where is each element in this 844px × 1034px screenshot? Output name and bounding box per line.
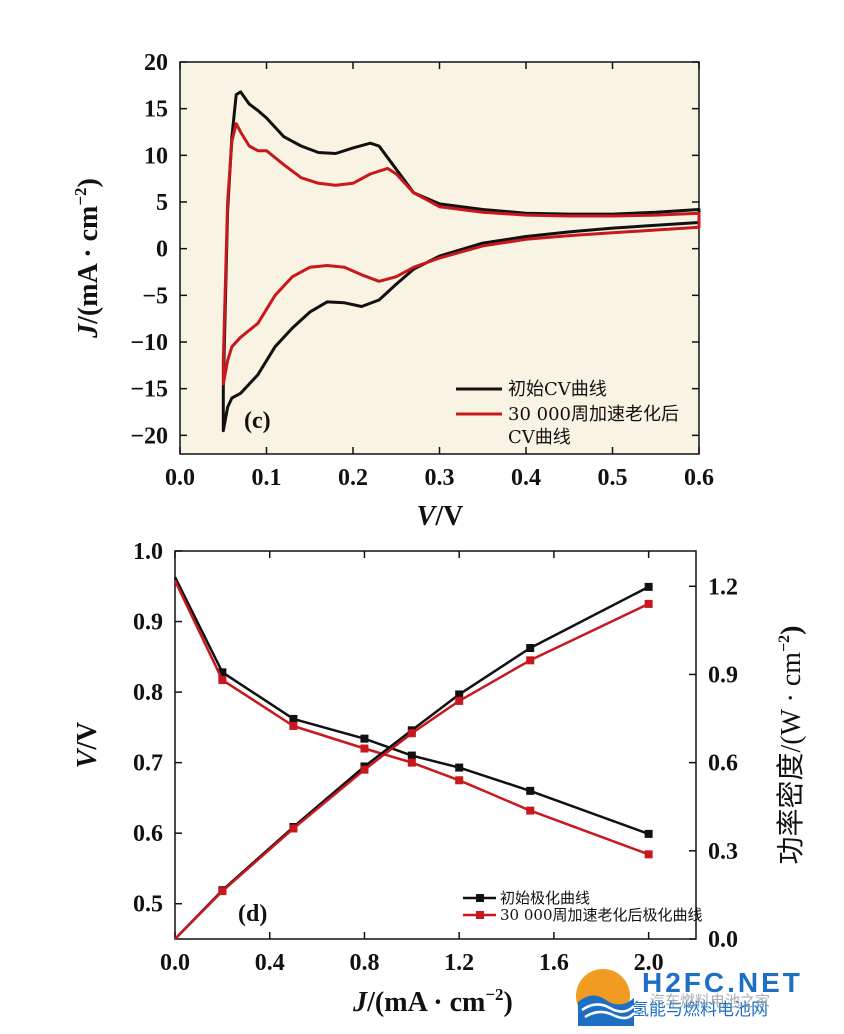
pol-left-y-tick-label: 0.5 — [133, 892, 163, 918]
pol-x-tick-label: 2.0 — [634, 950, 664, 976]
cv-legend-label-aged-cont: CV曲线 — [508, 427, 571, 448]
pol-left-y-tick-label: 0.9 — [133, 610, 163, 636]
cv-series — [221, 90, 701, 433]
pol-right-y-axis-label: 功率密度/(W · cm−2) — [775, 625, 807, 864]
pol-point-initial-voltage — [526, 786, 535, 795]
watermark-logo-icon — [576, 969, 635, 1026]
polarization-chart: 0.0 0.4 0.8 1.2 1.6 2.0 0.5 0.6 0.7 0.8 0.9 1.0 0.0 0… — [72, 539, 807, 1018]
pol-left-y-tick-label: 0.6 — [133, 821, 163, 847]
pol-point-initial-power — [526, 644, 535, 652]
pol-series-aged-power-line — [174, 602, 650, 940]
pol-right-y-tick-label: 0.6 — [708, 751, 738, 777]
pol-left-y-axis-label: V/V — [72, 722, 103, 769]
pol-point-aged-power — [644, 599, 653, 608]
pol-point-aged-power — [407, 729, 416, 738]
pol-x-axis-label: J/(mA · cm−2) — [352, 985, 513, 1018]
pol-point-initial-voltage — [407, 751, 416, 760]
pol-point-aged-power — [218, 887, 227, 896]
pol-plot-area — [174, 550, 697, 940]
pol-ticks: 0.0 0.4 0.8 1.2 1.6 2.0 0.5 0.6 0.7 0.8 0.9 1.0 0.0 0… — [133, 539, 738, 976]
cv-y-tick-label: −15 — [130, 377, 168, 403]
cv-x-tick-label: 0.0 — [165, 465, 195, 491]
cv-y-tick-label: −5 — [142, 283, 168, 309]
pol-panel-label: (d) — [238, 901, 267, 927]
pol-point-aged-voltage — [455, 776, 464, 785]
pol-point-aged-voltage — [289, 721, 298, 730]
cv-series-initial-line — [221, 90, 701, 433]
watermark: H2FC.NET 氢能与燃料电池网 汽车燃料电池之家 — [576, 967, 803, 1026]
pol-left-y-tick-label: 0.7 — [133, 751, 163, 777]
pol-point-initial-power — [455, 690, 464, 699]
cv-y-tick-label: 0 — [156, 237, 168, 263]
pol-point-initial-voltage — [360, 734, 369, 743]
cv-series-aged-line — [221, 122, 701, 386]
pol-point-aged-voltage — [407, 758, 416, 767]
watermark-subtitle: 氢能与燃料电池网 — [632, 1000, 768, 1020]
pol-legend-marker-aged — [476, 911, 484, 919]
cv-x-axis-label: V/V — [417, 501, 464, 532]
pol-series-aged-voltage-line — [173, 580, 650, 856]
pol-series — [173, 576, 653, 940]
cv-y-tick-label: −10 — [130, 330, 168, 356]
pol-point-initial-power — [644, 582, 653, 591]
cv-x-tick-label: 0.1 — [252, 465, 282, 491]
cv-y-tick-label: 10 — [144, 143, 168, 169]
pol-right-y-tick-label: 0.0 — [708, 927, 738, 953]
cv-x-tick-label: 0.2 — [338, 465, 368, 491]
cv-x-tick-label: 0.5 — [598, 465, 628, 491]
pol-legend-label-initial: 初始极化曲线 — [500, 889, 590, 907]
cv-chart: 0.0 0.1 0.2 0.3 0.4 0.5 0.6 −20 −15 −10 −5 0 5 10 15 20… — [71, 50, 714, 532]
pol-legend-label-aged: 30 000周加速老化后极化曲线 — [500, 906, 703, 924]
pol-point-aged-power — [455, 696, 464, 705]
cv-y-tick-label: 5 — [156, 190, 168, 216]
pol-right-y-tick-label: 1.2 — [708, 574, 738, 600]
cv-legend-label-initial: 初始CV曲线 — [508, 379, 607, 400]
cv-x-tick-label: 0.3 — [425, 465, 455, 491]
pol-point-aged-voltage — [218, 676, 227, 685]
pol-point-aged-voltage — [526, 806, 535, 815]
pol-right-y-tick-label: 0.9 — [708, 662, 738, 688]
pol-legend: 初始极化曲线 30 000周加速老化后极化曲线 — [463, 889, 703, 924]
pol-point-aged-voltage — [360, 744, 369, 753]
pol-x-tick-label: 1.6 — [539, 950, 569, 976]
cv-panel-label: (c) — [244, 408, 271, 434]
cv-y-axis-label: J/(mA · cm−2) — [71, 178, 104, 339]
pol-x-tick-label: 1.2 — [444, 950, 474, 976]
cv-y-tick-label: −20 — [130, 423, 168, 449]
pol-left-y-tick-label: 0.8 — [133, 680, 163, 706]
pol-left-y-tick-label: 1.0 — [133, 539, 163, 565]
pol-legend-marker-initial — [476, 894, 484, 902]
cv-y-tick-label: 20 — [144, 50, 168, 76]
pol-x-tick-label: 0.4 — [255, 950, 285, 976]
pol-point-aged-power — [289, 824, 298, 833]
pol-right-y-tick-label: 0.3 — [708, 839, 738, 865]
pol-point-aged-voltage — [644, 850, 653, 859]
watermark-brand: H2FC.NET — [642, 967, 803, 998]
pol-point-initial-voltage — [218, 668, 227, 677]
cv-ticks: 0.0 0.1 0.2 0.3 0.4 0.5 0.6 −20 −15 −10 −5 0 5 10 15 20 — [130, 50, 714, 491]
pol-x-tick-label: 0.8 — [349, 950, 379, 976]
pol-point-aged-power — [526, 656, 535, 665]
cv-y-tick-label: 15 — [144, 97, 168, 123]
cv-x-tick-label: 0.4 — [511, 465, 541, 491]
cv-legend: 初始CV曲线 30 000周加速老化后 CV曲线 — [456, 379, 679, 448]
pol-point-initial-voltage — [644, 829, 653, 838]
cv-legend-label-aged: 30 000周加速老化后 — [508, 404, 679, 425]
pol-x-tick-label: 0.0 — [160, 950, 190, 976]
pol-point-initial-voltage — [289, 714, 298, 723]
pol-point-initial-voltage — [455, 763, 464, 772]
pol-point-aged-power — [360, 765, 369, 774]
cv-x-tick-label: 0.6 — [684, 465, 714, 491]
watermark-caption: 汽车燃料电池之家 — [650, 992, 770, 1010]
